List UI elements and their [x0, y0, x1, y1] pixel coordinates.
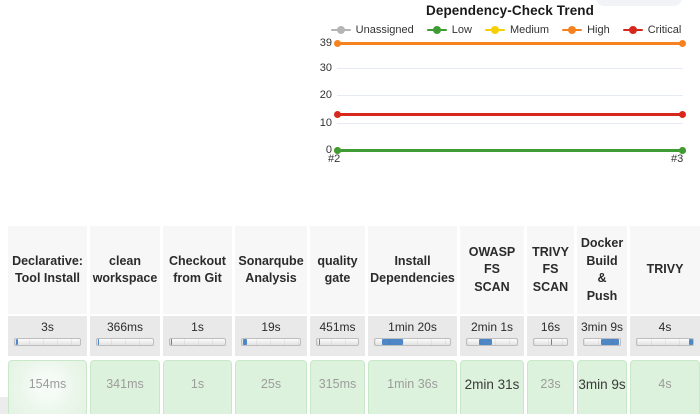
stage-header: Sonarqube Analysis [235, 226, 307, 314]
legend-label: Low [451, 24, 472, 36]
build-stages-row: 154ms 341ms 1s 25s 315ms 1min 36s 2min 3… [8, 360, 700, 414]
trend-line-critical [334, 111, 686, 119]
build-stage-cell[interactable]: 2min 31s [460, 360, 524, 414]
stage-timeline-bar [374, 338, 451, 346]
x-tick-build2: #2 [328, 153, 341, 165]
legend-item-low: Low [426, 24, 472, 36]
legend-item-medium: Medium [484, 24, 550, 36]
build-stage-cell[interactable]: 23s [527, 360, 574, 414]
stage-header: OWASP FS SCAN [460, 226, 524, 314]
stage-header: Docker Build & Push [577, 226, 627, 314]
avg-stage-time: 1min 20s [368, 316, 457, 356]
avg-stage-time: 2min 1s [460, 316, 524, 356]
data-point [679, 111, 686, 119]
avg-stage-time: 4s [630, 316, 700, 356]
stage-timeline-bar [466, 338, 518, 346]
build-stage-cell[interactable]: 315ms [310, 360, 365, 414]
avg-stage-time: 366ms [90, 316, 160, 356]
stage-timeline-bar [169, 338, 226, 346]
stage-timeline-bar [14, 338, 81, 346]
trend-line-low [334, 147, 686, 154]
y-tick: 20 [319, 89, 332, 102]
legend-label: Medium [509, 24, 550, 36]
y-tick: 0 [325, 144, 332, 156]
average-times-row: 3s 366ms 1s 19s 451ms 1min 20s 2min 1s 1… [8, 316, 700, 356]
y-tick: 10 [319, 116, 332, 129]
chart-legend: Unassigned Low Medium High Critical [312, 24, 700, 36]
y-tick: 30 [319, 61, 332, 74]
stage-header: Declarative: Tool Install [8, 226, 87, 314]
build-stage-cell[interactable]: 154ms [8, 360, 87, 414]
stage-timeline-bar [583, 338, 621, 346]
stage-timeline-bar [533, 338, 568, 346]
stage-header: Checkout from Git [163, 226, 232, 314]
avg-stage-time: 1s [163, 316, 232, 356]
build-stage-cell[interactable]: 25s [235, 360, 307, 414]
plot-area [334, 40, 686, 154]
avg-stage-time: 16s [527, 316, 574, 356]
avg-stage-time: 451ms [310, 316, 365, 356]
stage-timeline-bar [636, 338, 694, 346]
stage-header: TRIVY FS SCAN [527, 226, 574, 314]
stage-header-row: Declarative: Tool Install clean workspac… [8, 226, 700, 314]
critical-marker-icon [622, 26, 643, 34]
data-point [334, 40, 341, 47]
trend-line-high [334, 40, 686, 47]
data-point [679, 147, 686, 154]
stage-header: TRIVY [630, 226, 700, 314]
legend-label: Unassigned [355, 24, 414, 36]
gridline [337, 67, 683, 69]
legend-label: Critical [647, 24, 682, 36]
build-stage-cell[interactable]: 341ms [90, 360, 160, 414]
stage-timeline-bar [316, 338, 359, 346]
legend-item-high: High [562, 24, 610, 36]
unassigned-marker-icon [330, 26, 351, 34]
avg-stage-time: 3s [8, 316, 87, 356]
build-stage-cell[interactable]: 1s [163, 360, 232, 414]
build-stage-cell[interactable]: 4s [630, 360, 700, 414]
stage-header: Install Dependencies [368, 226, 457, 314]
stage-header: clean workspace [90, 226, 160, 314]
legend-label: High [587, 24, 610, 36]
avg-stage-time: 19s [235, 316, 307, 356]
medium-marker-icon [484, 26, 505, 34]
gridline [337, 95, 683, 97]
legend-item-critical: Critical [622, 24, 682, 36]
build-stage-cell[interactable]: 3min 9s [577, 360, 627, 414]
low-marker-icon [426, 26, 447, 34]
data-point [679, 40, 686, 47]
stage-timeline-bar [241, 338, 301, 346]
x-tick-build3: #3 [671, 153, 684, 165]
data-point [334, 147, 341, 154]
stage-header: quality gate [310, 226, 365, 314]
y-tick: 39 [319, 37, 332, 49]
data-point [334, 111, 341, 119]
stage-timeline-bar [96, 338, 154, 346]
scrollbar-corner [0, 397, 8, 414]
build-stage-cell[interactable]: 1min 36s [368, 360, 457, 414]
avg-stage-time: 3min 9s [577, 316, 627, 356]
gridline [337, 122, 683, 124]
pipeline-stage-view: Declarative: Tool Install clean workspac… [8, 226, 700, 414]
high-marker-icon [562, 26, 583, 34]
legend-item-unassigned: Unassigned [330, 24, 414, 36]
y-axis-labels: 39 30 20 10 0 [298, 0, 332, 170]
partial-top-button[interactable] [596, 0, 682, 6]
chart-title: Dependency-Check Trend [426, 3, 594, 18]
